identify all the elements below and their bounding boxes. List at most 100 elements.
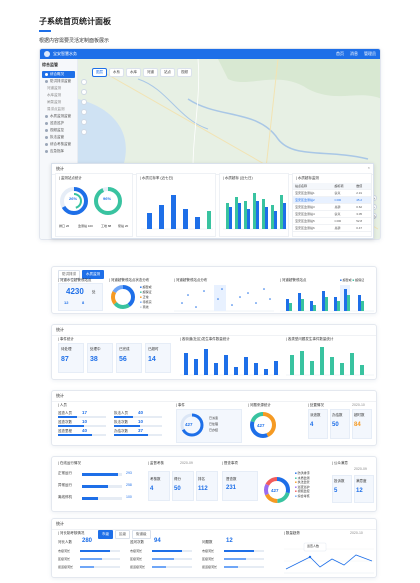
sidebar-item[interactable]: 巡查巡护 bbox=[42, 120, 75, 127]
p4-donut bbox=[264, 477, 290, 503]
p3-card1-title: | 人员 bbox=[58, 403, 67, 407]
sidebar-item[interactable]: 执法监管 bbox=[42, 134, 75, 141]
p4-c2-date[interactable]: 2020-09 bbox=[180, 461, 193, 465]
kpi-box bbox=[116, 343, 142, 373]
menu-dot-icon bbox=[45, 143, 48, 146]
map-chip[interactable]: 视频 bbox=[177, 68, 192, 77]
legend-item: ■ 防洪排涝 bbox=[295, 471, 310, 476]
table-row[interactable]: 宝安区监测站6 总磷 0.47 bbox=[293, 224, 371, 232]
p2-title: 统计 bbox=[52, 325, 376, 336]
sidebar-item[interactable]: 应急指挥 bbox=[42, 148, 75, 155]
card-title: | 水质超标监测 bbox=[296, 176, 319, 180]
map-chip[interactable]: 水系 bbox=[109, 68, 124, 77]
table-cell: 45.2 bbox=[354, 196, 371, 204]
run-bar bbox=[82, 473, 122, 476]
table-row[interactable]: 宝安区监测站4 氨氮 3.05 bbox=[293, 210, 371, 218]
table-row[interactable]: 宝安区监测站3 总磷 0.62 bbox=[293, 203, 371, 211]
table-cell: 宝安区监测站5 bbox=[293, 217, 333, 225]
legend-processed: 已处理 bbox=[209, 422, 219, 426]
kpi-box bbox=[58, 343, 84, 373]
sidebar-item[interactable]: 综合考核监管 bbox=[42, 141, 75, 148]
sidebar-subitem[interactable]: 易涝点监测 bbox=[47, 107, 65, 111]
tab-street[interactable]: 街道级 bbox=[132, 530, 151, 539]
legend-label: 综合考核 bbox=[297, 493, 310, 498]
p5-trend-chart bbox=[284, 542, 374, 574]
metric-value: 17 bbox=[82, 410, 88, 415]
tab-city[interactable]: 市级 bbox=[98, 530, 113, 539]
map-chip[interactable]: 河道 bbox=[143, 68, 158, 77]
table-row[interactable]: 宝安区监测站5 COD 52.8 bbox=[293, 217, 371, 225]
legend-a: 超警戒 bbox=[342, 278, 352, 282]
legend-label: 超警戒 bbox=[142, 285, 152, 289]
table-cell: 宝安区监测站2 bbox=[293, 196, 333, 204]
group-row-label: 区级河长 bbox=[202, 557, 215, 561]
sidebar-subitem[interactable]: 闸泵监测 bbox=[47, 100, 61, 104]
sidebar-item[interactable]: 防洪排涝监管 bbox=[42, 78, 75, 85]
kpi-value: 112 bbox=[198, 486, 208, 492]
p3-card2-title: | 事件 bbox=[176, 403, 185, 407]
legend-item: ■ 离线 bbox=[140, 305, 152, 310]
p3-card4-title: | 处置情况 bbox=[308, 403, 324, 407]
p3-c4-date[interactable]: 2020-10 bbox=[352, 403, 365, 407]
sidebar-subitem[interactable]: 河道监测 bbox=[47, 86, 61, 90]
kpi-value: 56 bbox=[119, 356, 127, 363]
table-cell: COD bbox=[332, 217, 355, 225]
fullscreen-icon[interactable] bbox=[81, 119, 87, 125]
tab-water-quality[interactable]: 水质监测 bbox=[82, 270, 104, 279]
metric-bar bbox=[58, 416, 106, 418]
doc-header: 子系统首页统计面板 bbox=[39, 16, 111, 32]
group-row-label: 区级河长 bbox=[58, 557, 71, 561]
table-row[interactable]: 宝安区监测站1 氨氮 2.31 bbox=[293, 189, 371, 197]
layers-icon[interactable] bbox=[81, 89, 87, 95]
sidebar-item-label: 防洪排涝监管 bbox=[50, 79, 71, 83]
close-icon[interactable]: × bbox=[367, 165, 370, 170]
kpi-label: 超时数 bbox=[354, 413, 365, 417]
locate-icon[interactable] bbox=[81, 79, 87, 85]
metric-value: 10 bbox=[82, 419, 88, 424]
legend-swatch: ■ bbox=[295, 489, 298, 494]
p5-c2-date[interactable]: 2020-10 bbox=[350, 531, 363, 535]
table-cell: 宝安区监测站4 bbox=[293, 210, 333, 218]
tab-flood[interactable]: 防洪排涝 bbox=[58, 270, 80, 279]
p4-c4-date[interactable]: 2020-09 bbox=[354, 467, 367, 471]
p4-c3-kpi-label: 督查数 bbox=[226, 477, 237, 481]
kpi-value: 50 bbox=[332, 422, 339, 428]
legend-icon[interactable] bbox=[81, 129, 87, 135]
legend-item: ■ 超保证 bbox=[140, 290, 152, 295]
kpi-label: 处理中 bbox=[90, 347, 101, 351]
group-row-label: 街道级河长 bbox=[130, 565, 146, 569]
map-chip[interactable]: 站点 bbox=[160, 68, 175, 77]
table-cell: 宝安区监测站6 bbox=[293, 224, 333, 232]
group-row-label: 街道级河长 bbox=[202, 565, 218, 569]
panel-river-chief: 统计 | 河长制考核情况 市级 区级 街道级 河长人数 280 市级河长 区级河长 街道… bbox=[51, 518, 377, 578]
legend-swatch: ■ bbox=[140, 295, 143, 299]
sidebar-item[interactable]: 视频监控 bbox=[42, 127, 75, 134]
table-header: 超标项 bbox=[332, 183, 355, 190]
measure-icon[interactable] bbox=[81, 99, 87, 105]
nav-user[interactable]: 管理员 bbox=[364, 51, 376, 56]
p1-legend: ■ 超警戒 ■ 超保证 ■ 正常 ■ 待核实 ■ 离线 bbox=[140, 285, 152, 310]
table-row[interactable]: 宝安区监测站2 COD 45.2 bbox=[293, 196, 371, 204]
map-layer-chips: 图层 水系 水库 河道 站点 视频 bbox=[92, 68, 192, 77]
metric-bar bbox=[58, 425, 106, 427]
tab-district[interactable]: 区级 bbox=[115, 530, 130, 539]
metric-bar bbox=[114, 416, 162, 418]
sidebar-item[interactable]: 水质监测监管 bbox=[42, 113, 75, 120]
sidebar-item[interactable]: 综合概况 bbox=[42, 71, 75, 78]
group-row-bar bbox=[224, 558, 264, 560]
map-chip[interactable]: 图层 bbox=[92, 68, 107, 77]
table-header: 站点名称 bbox=[293, 183, 333, 190]
p1-card1-title: | 河道水位超警戒站点 bbox=[58, 278, 92, 282]
group-row-bar bbox=[152, 566, 192, 568]
nav-messages[interactable]: 消息 bbox=[350, 51, 358, 56]
draw-icon[interactable] bbox=[81, 109, 87, 115]
p3-donut-a bbox=[180, 413, 204, 437]
kpi-label: 排名 bbox=[198, 477, 205, 481]
metric-bar bbox=[58, 434, 106, 436]
menu-dot-icon bbox=[45, 129, 48, 132]
nav-home[interactable]: 首页 bbox=[336, 51, 344, 56]
kpi-value: 87 bbox=[61, 356, 69, 363]
map-chip[interactable]: 水库 bbox=[126, 68, 141, 77]
group-row-bar bbox=[224, 566, 264, 568]
sidebar-subitem[interactable]: 水库监测 bbox=[47, 93, 61, 97]
